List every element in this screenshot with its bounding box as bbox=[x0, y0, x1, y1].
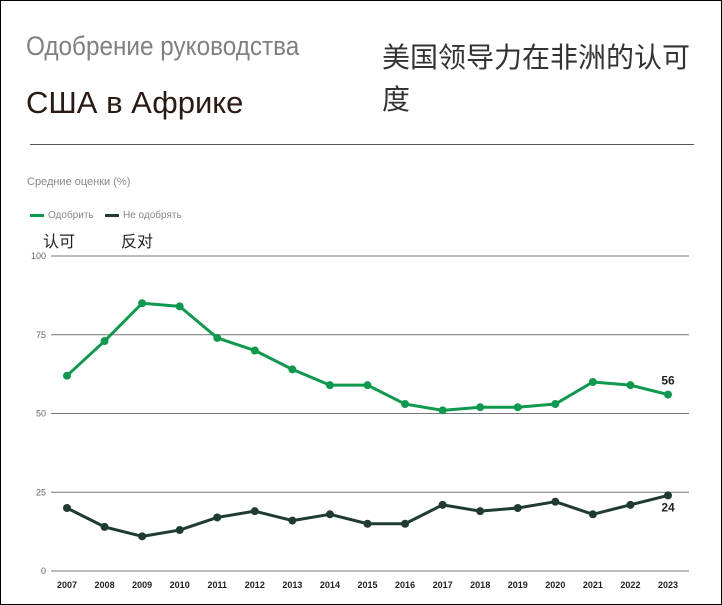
x-tick-label: 2008 bbox=[95, 580, 115, 590]
x-tick-label: 2019 bbox=[508, 580, 528, 590]
series-line-0 bbox=[65, 301, 669, 412]
data-point bbox=[626, 381, 635, 390]
chart-subtitle: Средние оценки (%) bbox=[27, 176, 131, 188]
x-tick-label: 2015 bbox=[357, 580, 377, 590]
data-point bbox=[363, 519, 372, 528]
x-tick-label: 2013 bbox=[282, 580, 302, 590]
title-zh: 美国领导力在非洲的认可度 bbox=[382, 41, 691, 116]
data-point bbox=[138, 532, 147, 541]
data-point bbox=[250, 507, 259, 516]
x-tick-label: 2007 bbox=[57, 580, 77, 590]
data-point bbox=[401, 400, 410, 409]
x-tick-label: 2021 bbox=[583, 580, 603, 590]
data-point bbox=[175, 526, 184, 535]
data-point bbox=[551, 497, 560, 506]
data-point bbox=[63, 504, 71, 512]
data-point bbox=[476, 507, 485, 516]
end-data-label: 24 bbox=[661, 500, 675, 514]
data-point bbox=[175, 302, 184, 311]
data-point bbox=[513, 403, 522, 412]
end-data-label: 56 bbox=[661, 374, 675, 388]
divider bbox=[30, 144, 694, 145]
data-point bbox=[288, 516, 297, 525]
x-tick-label: 2010 bbox=[170, 580, 190, 590]
legend-approve-zh: 认可 bbox=[43, 232, 76, 251]
y-tick-label: 25 bbox=[36, 487, 46, 497]
data-point bbox=[588, 510, 597, 519]
data-point bbox=[250, 346, 259, 355]
data-point bbox=[476, 403, 485, 412]
x-tick-label: 2014 bbox=[320, 580, 340, 590]
legend-disapprove-label: Не одобрять bbox=[123, 210, 182, 221]
data-point bbox=[513, 504, 522, 512]
data-point bbox=[664, 390, 672, 399]
title-ru-line1: Одобрение руководства bbox=[26, 31, 300, 61]
x-tick-label: 2020 bbox=[545, 580, 565, 590]
data-point bbox=[588, 378, 597, 386]
data-point bbox=[100, 522, 109, 531]
data-point bbox=[626, 500, 635, 509]
data-point bbox=[664, 491, 672, 500]
legend-approve: Одобрить bbox=[30, 210, 94, 221]
x-tick-label: 2022 bbox=[620, 580, 640, 590]
data-point bbox=[551, 400, 560, 409]
legend-disapprove-zh: 反对 bbox=[121, 232, 154, 251]
y-tick-label: 0 bbox=[41, 566, 46, 576]
data-point bbox=[63, 371, 71, 380]
data-point bbox=[401, 519, 410, 528]
data-point bbox=[213, 513, 222, 522]
legend-disapprove: Не одобрять bbox=[105, 210, 182, 221]
data-point bbox=[213, 333, 222, 342]
data-point bbox=[138, 299, 147, 308]
x-tick-label: 2011 bbox=[207, 580, 227, 590]
y-tick-label: 75 bbox=[36, 330, 46, 340]
x-tick-label: 2012 bbox=[245, 580, 265, 590]
legend-approve-label: Одобрить bbox=[48, 210, 94, 221]
x-tick-label: 2017 bbox=[433, 580, 453, 590]
x-tick-label: 2018 bbox=[470, 580, 490, 590]
x-tick-label: 2009 bbox=[132, 580, 152, 590]
y-tick-label: 50 bbox=[36, 409, 46, 419]
data-point bbox=[100, 337, 109, 346]
y-tick-label: 100 bbox=[31, 251, 46, 261]
data-point bbox=[438, 500, 447, 509]
series-line-1 bbox=[66, 493, 669, 538]
data-point bbox=[438, 406, 447, 415]
x-tick-label: 2016 bbox=[395, 580, 415, 590]
data-point bbox=[288, 365, 297, 374]
title-ru-line2: США в Африке bbox=[26, 85, 244, 120]
data-point bbox=[363, 381, 372, 390]
data-point bbox=[325, 510, 334, 519]
x-tick-label: 2023 bbox=[658, 580, 678, 590]
data-point bbox=[325, 381, 334, 390]
